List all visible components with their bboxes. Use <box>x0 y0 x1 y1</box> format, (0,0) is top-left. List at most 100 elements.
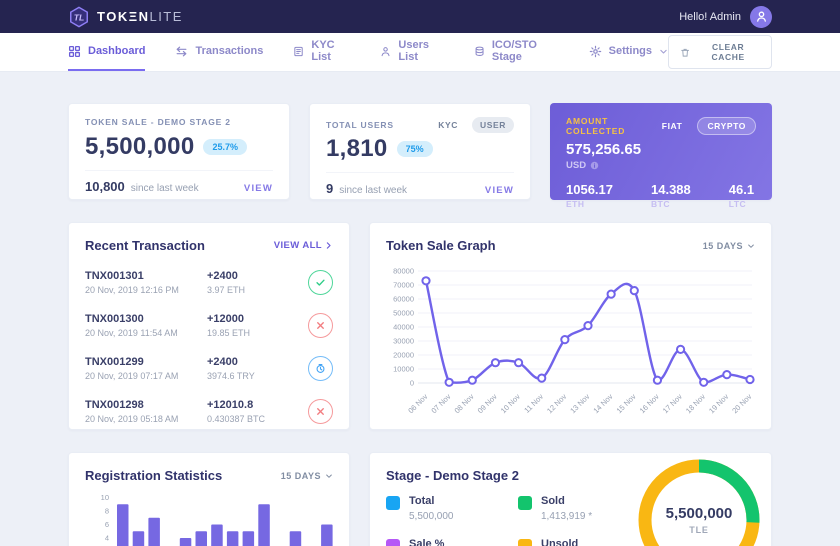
transaction-row-TNX001298[interactable]: TNX001298 20 Nov, 2019 05:18 AM +12010.8 0.… <box>85 390 333 433</box>
amount-collected-value: 575,256.65 <box>566 141 642 158</box>
clear-cache-button[interactable]: CLEAR CACHE <box>668 35 772 69</box>
legend-item-sold: Sold 1,413,919 * <box>518 495 648 522</box>
svg-text:15 Nov: 15 Nov <box>615 392 638 415</box>
transaction-converted: 3.97 ETH <box>207 285 246 295</box>
status-pending-icon <box>308 356 333 381</box>
svg-text:06 Nov: 06 Nov <box>406 392 429 415</box>
legend-swatch <box>386 496 400 510</box>
transaction-converted: 0.430387 BTC <box>207 414 266 424</box>
nav-item-settings[interactable]: Settings <box>589 33 668 71</box>
crypto-amount-btc: 14.388 BTC <box>651 182 691 209</box>
nav-item-ico-sto-stage[interactable]: ICO/STO Stage <box>474 33 559 71</box>
crypto-amount-ltc: 46.1 LTC <box>729 182 754 209</box>
transaction-row-TNX001301[interactable]: TNX001301 20 Nov, 2019 12:16 PM +2400 3.97 … <box>85 261 333 304</box>
line-chart-svg: 0 10000 20000 30000 40000 50000 60000 70000 8000… <box>393 267 755 415</box>
trash-icon <box>680 47 690 58</box>
nav-item-dashboard[interactable]: Dashboard <box>68 33 146 71</box>
brand[interactable]: TOKΞNLITE <box>68 6 183 28</box>
brand-name: TOKΞNLITE <box>97 9 183 24</box>
crypto-unit: BTC <box>651 199 670 209</box>
legend-value: 5,500,000 <box>409 511 454 522</box>
amount-collected-card: AMOUNT COLLECTED FIAT CRYPTO 575,256.65 … <box>550 103 772 209</box>
registration-statistics-card: Registration Statistics 15 DAYS 246810 <box>68 452 350 546</box>
legend-item-sale-: Sale %25.7% Sold <box>386 538 518 546</box>
svg-text:08 Nov: 08 Nov <box>453 392 476 415</box>
nav-item-kyc-list[interactable]: KYC List <box>293 33 350 71</box>
total-users-view-link[interactable]: VIEW <box>484 185 514 196</box>
grid-icon <box>68 45 81 58</box>
transaction-amount: +2400 <box>207 270 238 282</box>
total-users-delta: 9 <box>326 181 334 196</box>
nav-item-users-list[interactable]: Users List <box>380 33 443 71</box>
legend-item-total: Total 5,500,000 <box>386 495 518 522</box>
nav-right: CLEAR CACHE <box>668 33 772 71</box>
registration-period-dropdown[interactable]: 15 DAYS <box>281 471 333 481</box>
graph-period-label: 15 DAYS <box>702 240 743 251</box>
svg-text:50000: 50000 <box>393 309 414 318</box>
token-sale-line-chart: 0 10000 20000 30000 40000 50000 60000 70000 8000… <box>386 263 755 430</box>
recent-transactions-card: Recent Transaction VIEW ALL TNX001301 20 … <box>68 222 350 430</box>
svg-text:80000: 80000 <box>393 267 414 276</box>
svg-text:30000: 30000 <box>393 337 414 346</box>
transaction-converted: 3974.6 TRY <box>207 371 255 381</box>
svg-text:6: 6 <box>105 520 109 529</box>
svg-text:40000: 40000 <box>393 323 414 332</box>
graph-period-dropdown[interactable]: 15 DAYS <box>703 241 755 251</box>
avatar[interactable] <box>750 5 772 28</box>
transaction-date: 20 Nov, 2019 12:16 PM <box>85 285 179 295</box>
kyc-toggle[interactable]: KYC <box>438 120 458 130</box>
recent-transactions-title: Recent Transaction <box>85 238 205 253</box>
svg-text:07 Nov: 07 Nov <box>429 392 452 415</box>
x-icon <box>315 320 326 331</box>
view-all-link[interactable]: VIEW ALL <box>274 240 333 251</box>
info-icon[interactable] <box>590 161 599 170</box>
svg-text:60000: 60000 <box>393 295 414 304</box>
crypto-unit: LTC <box>728 199 747 209</box>
transaction-amount: +2400 <box>207 356 238 368</box>
svg-text:19 Nov: 19 Nov <box>707 392 730 415</box>
transaction-id: TNX001300 <box>85 313 144 325</box>
svg-text:20000: 20000 <box>393 351 414 360</box>
greeting-text: Hello! Admin <box>679 10 741 23</box>
transaction-id: TNX001299 <box>85 356 144 368</box>
transaction-id: TNX001301 <box>85 270 144 282</box>
token-sale-delta-label: since last week <box>130 183 199 194</box>
crypto-value: 14.388 <box>651 182 691 197</box>
transaction-date: 20 Nov, 2019 07:17 AM <box>85 371 179 381</box>
legend-swatch <box>518 539 532 546</box>
crypto-amount-eth: 1056.17 ETH <box>566 182 613 209</box>
crypto-unit: ETH <box>566 199 585 209</box>
transaction-row-TNX001299[interactable]: TNX001299 20 Nov, 2019 07:17 AM +2400 3974.… <box>85 347 333 390</box>
brand-logo-icon <box>68 6 90 28</box>
chevron-right-icon <box>324 241 333 250</box>
svg-text:14 Nov: 14 Nov <box>591 392 614 415</box>
legend-swatch <box>518 496 532 510</box>
chevron-down-icon <box>747 242 755 250</box>
svg-text:4: 4 <box>105 534 109 543</box>
user-icon <box>380 45 391 58</box>
topbar: TOKΞNLITE Hello! Admin <box>0 0 840 33</box>
navbar: Dashboard Transactions KYC List Users List I… <box>0 33 840 72</box>
registration-period-label: 15 DAYS <box>280 470 321 481</box>
crypto-toggle[interactable]: CRYPTO <box>697 117 756 135</box>
crypto-value: 1056.17 <box>566 182 613 197</box>
swap-icon <box>175 45 188 58</box>
legend-label: Total <box>409 495 435 507</box>
nav-item-transactions[interactable]: Transactions <box>175 33 263 71</box>
check-icon <box>315 277 326 288</box>
token-sale-value: 5,500,000 <box>85 133 195 160</box>
svg-text:18 Nov: 18 Nov <box>684 392 707 415</box>
total-users-delta-label: since last week <box>339 185 408 196</box>
user-toggle[interactable]: USER <box>471 117 514 133</box>
transaction-date: 20 Nov, 2019 05:18 AM <box>85 414 179 424</box>
svg-text:8: 8 <box>105 507 109 516</box>
transactions-list: TNX001301 20 Nov, 2019 12:16 PM +2400 3.97 … <box>85 261 333 433</box>
token-sale-view-link[interactable]: VIEW <box>243 183 273 194</box>
transaction-row-TNX001300[interactable]: TNX001300 20 Nov, 2019 11:54 AM +12000 19.8… <box>85 304 333 347</box>
transaction-date: 20 Nov, 2019 11:54 AM <box>85 328 178 338</box>
legend-value: 1,413,919 * <box>541 511 593 522</box>
fiat-toggle[interactable]: FIAT <box>661 121 683 131</box>
clear-cache-label: CLEAR CACHE <box>711 42 745 62</box>
status-success-icon <box>308 270 333 295</box>
legend-label: Sale % <box>409 538 445 546</box>
